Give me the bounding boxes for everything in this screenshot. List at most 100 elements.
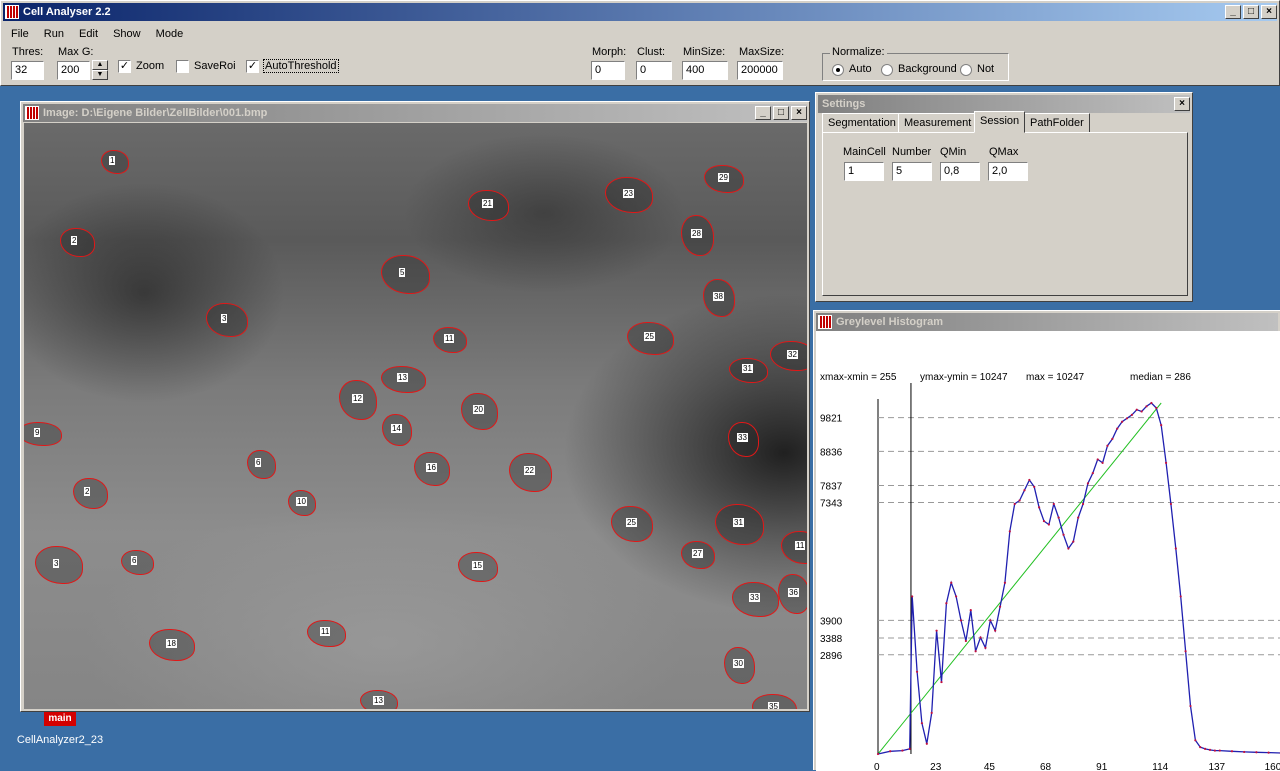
thres-label: Thres: (12, 46, 43, 58)
autothreshold-label: AutoThreshold (263, 59, 339, 73)
menu-mode[interactable]: Mode (150, 25, 190, 43)
normalize-background-radio[interactable] (881, 64, 893, 76)
cell-label: 11 (444, 334, 454, 343)
image-close-button[interactable]: × (791, 106, 807, 120)
tab-pathfolder[interactable]: PathFolder (1024, 113, 1090, 133)
minsize-input[interactable]: 400 (682, 61, 728, 80)
image-window-icon (25, 106, 39, 120)
close-button[interactable]: × (1261, 5, 1277, 19)
image-maximize-button[interactable]: □ (773, 106, 789, 120)
minimize-button[interactable]: _ (1225, 5, 1241, 19)
qmin-label: QMin (940, 146, 966, 158)
histogram-point (877, 753, 879, 755)
spin-down-button[interactable]: ▼ (92, 70, 108, 80)
cell-label: 33 (749, 593, 760, 602)
cell-label: 11 (320, 627, 330, 636)
cell-label: 11 (795, 541, 805, 550)
cell-label: 32 (787, 350, 798, 359)
normalize-not-radio[interactable] (960, 64, 972, 76)
saveroi-checkbox[interactable] (176, 60, 189, 73)
menu-run[interactable]: Run (38, 25, 70, 43)
image-title-bar[interactable]: Image: D:\Eigene Bilder\ZellBilder\001.b… (23, 104, 807, 122)
histogram-point (1131, 414, 1133, 416)
menu-file[interactable]: File (5, 25, 35, 43)
maxg-spinner[interactable]: ▲ ▼ (92, 60, 108, 80)
cell-label: 12 (352, 394, 363, 403)
histogram-point (1214, 749, 1216, 751)
histogram-point (1043, 520, 1045, 522)
histogram-point (935, 630, 937, 632)
histogram-point (1106, 445, 1108, 447)
qmax-label: QMax (989, 146, 1018, 158)
desktop-icon[interactable]: main CellAnalyzer2_23 (14, 712, 106, 748)
image-minimize-button[interactable]: _ (755, 106, 771, 120)
qmax-input[interactable]: 2,0 (988, 162, 1028, 181)
settings-tab-strip: Segmentation Measurement Session PathFol… (822, 113, 1182, 133)
cell-outline (24, 422, 62, 446)
menu-edit[interactable]: Edit (73, 25, 104, 43)
histogram-point (1087, 482, 1089, 484)
histogram-title-bar[interactable]: Greylevel Histogram (816, 313, 1278, 331)
histogram-point (970, 609, 972, 611)
cell-label: 9 (34, 428, 40, 437)
clust-input[interactable]: 0 (636, 61, 672, 80)
cell-label: 29 (718, 173, 729, 182)
y-tick-label: 9821 (820, 414, 843, 425)
normalize-auto-label: Auto (849, 63, 872, 75)
minsize-label: MinSize: (683, 46, 725, 58)
autothreshold-checkbox[interactable]: ✓ (246, 60, 259, 73)
tab-measurement[interactable]: Measurement (898, 113, 977, 133)
histogram-point (926, 743, 928, 745)
histogram-point (1072, 541, 1074, 543)
maincell-input[interactable]: 1 (844, 162, 884, 181)
app-icon-badge: main (44, 712, 76, 726)
qmin-input[interactable]: 0,8 (940, 162, 980, 181)
thres-input[interactable]: 32 (11, 61, 44, 80)
histogram-point (1077, 517, 1079, 519)
histogram-point (1009, 530, 1011, 532)
maximize-button[interactable]: □ (1243, 5, 1259, 19)
histogram-point (940, 681, 942, 683)
y-tick-label: 2896 (820, 651, 843, 662)
normalize-auto-radio[interactable] (832, 64, 844, 76)
histogram-point (1062, 534, 1064, 536)
settings-close-button[interactable]: × (1174, 97, 1190, 111)
cell-label: 2 (84, 487, 90, 496)
histogram-point (1092, 472, 1094, 474)
spin-up-button[interactable]: ▲ (92, 60, 108, 70)
histogram-point (921, 722, 923, 724)
cell-label: 14 (391, 424, 402, 433)
morph-input[interactable]: 0 (591, 61, 625, 80)
histogram-point (1243, 751, 1245, 753)
histogram-point (950, 582, 952, 584)
menu-bar: File Run Edit Show Mode (5, 25, 189, 43)
histogram-point (1121, 421, 1123, 423)
tab-session[interactable]: Session (974, 111, 1025, 133)
cell-label: 3 (221, 314, 227, 323)
histogram-point (1184, 650, 1186, 652)
histogram-point (1033, 486, 1035, 488)
zoom-checkbox[interactable]: ✓ (118, 60, 131, 73)
maxg-input[interactable]: 200 (57, 61, 90, 80)
histogram-point (960, 619, 962, 621)
histogram-point (1097, 458, 1099, 460)
maxsize-input[interactable]: 200000 (737, 61, 783, 80)
y-tick-label: 3900 (820, 616, 843, 627)
tab-segmentation[interactable]: Segmentation (822, 113, 902, 133)
histogram-point (1111, 438, 1113, 440)
number-input[interactable]: 5 (892, 162, 932, 181)
main-title-bar[interactable]: Cell Analyser 2.2 _ □ × (3, 3, 1277, 21)
menu-show[interactable]: Show (107, 25, 147, 43)
cell-label: 5 (399, 268, 405, 277)
histogram-point (1209, 749, 1211, 751)
histogram-point (989, 619, 991, 621)
histogram-point (1255, 751, 1257, 753)
cell-label: 6 (255, 458, 261, 467)
histogram-point (1101, 462, 1103, 464)
cell-label: 1 (109, 156, 115, 165)
histogram-point (1165, 462, 1167, 464)
cell-label: 13 (373, 696, 384, 705)
y-tick-label: 7837 (820, 482, 843, 493)
